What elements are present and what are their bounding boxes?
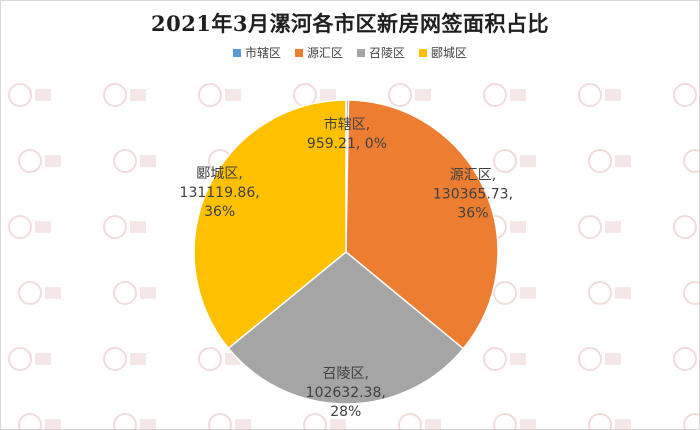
pie-slice-3	[193, 99, 347, 350]
logo-watermark-icon	[8, 83, 51, 107]
logo-watermark-icon	[683, 413, 700, 430]
logo-watermark-icon	[103, 83, 146, 107]
logo-watermark-icon	[578, 83, 621, 107]
legend-swatch-icon	[232, 48, 241, 57]
logo-watermark-icon	[483, 83, 526, 107]
logo-watermark-icon	[18, 413, 61, 430]
logo-watermark-icon	[18, 281, 61, 305]
legend-swatch-icon	[419, 48, 428, 57]
logo-watermark-icon	[493, 149, 536, 173]
logo-watermark-icon	[578, 347, 621, 371]
logo-watermark-icon	[8, 215, 51, 239]
logo-watermark-icon	[103, 347, 146, 371]
logo-watermark-icon	[588, 413, 631, 430]
legend-label: 市辖区	[244, 46, 281, 60]
legend-swatch-icon	[294, 48, 303, 57]
pie-slice-1	[345, 99, 499, 350]
data-label-3: 郾城区, 131119.86, 36%	[180, 166, 260, 220]
logo-watermark-icon	[588, 149, 631, 173]
logo-watermark-icon	[683, 149, 700, 173]
logo-watermark-icon	[578, 215, 621, 239]
logo-watermark-icon	[208, 413, 251, 430]
logo-watermark-icon	[18, 149, 61, 173]
data-label-2: 召陵区, 102632.38, 28%	[306, 366, 386, 420]
data-labels: 市辖区, 959.21, 0% 源汇区, 130365.73, 36% 召陵区, 10263…	[180, 116, 514, 420]
legend-item-2: 召陵区	[357, 44, 405, 61]
logo-watermark-icon	[303, 413, 346, 430]
legend-item-0: 市辖区	[232, 44, 281, 61]
legend-item-1: 源汇区	[294, 44, 343, 61]
logo-watermark-icon	[398, 413, 441, 430]
logo-watermark-icon	[493, 281, 536, 305]
logo-watermark-icon	[113, 413, 156, 430]
logo-watermark-icon	[483, 347, 526, 371]
data-label-0: 市辖区, 959.21, 0%	[307, 116, 387, 152]
logo-watermark-icon	[673, 347, 697, 371]
legend-label: 源汇区	[306, 46, 343, 60]
logo-watermark-icon	[113, 281, 156, 305]
logo-watermark-icon	[198, 83, 241, 107]
legend-item-3: 郾城区	[419, 44, 467, 61]
legend-swatch-icon	[357, 48, 365, 57]
pie-slice-2	[227, 251, 465, 405]
logo-watermark-icon	[113, 149, 156, 173]
data-label-1: 源汇区, 130365.73, 36%	[433, 167, 513, 221]
legend-label: 郾城区	[431, 46, 468, 60]
logo-watermark-icon	[8, 347, 51, 371]
chart-title: 2021年3月漯河各市区新房网签面积占比	[150, 11, 550, 36]
logo-watermark-icon	[673, 215, 697, 239]
logo-watermark-icon	[103, 215, 146, 239]
logo-watermark-icon	[588, 281, 631, 305]
logo-watermark-icon	[493, 413, 536, 430]
legend-label: 召陵区	[369, 46, 406, 60]
logo-watermark-icon	[683, 281, 700, 305]
pie-slices	[193, 99, 499, 405]
logo-watermark-icon	[388, 83, 431, 107]
logo-watermark-icon	[673, 83, 697, 107]
legend: 市辖区 源汇区 召陵区 郾城区	[0, 44, 700, 61]
